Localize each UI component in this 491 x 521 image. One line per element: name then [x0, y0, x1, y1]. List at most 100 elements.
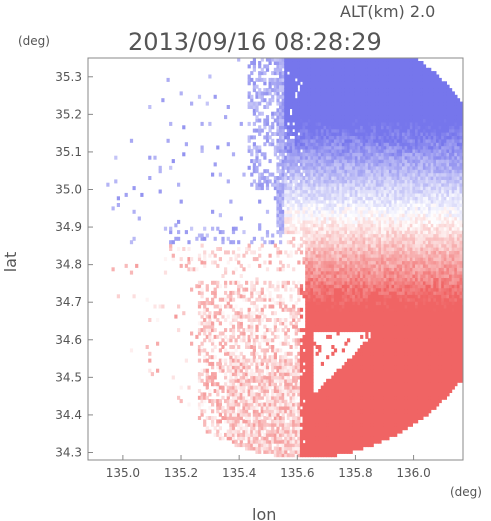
velocity-cell — [349, 429, 353, 434]
velocity-cell — [279, 341, 283, 346]
velocity-cell — [286, 365, 290, 370]
velocity-cell — [344, 368, 348, 373]
velocity-cell — [323, 429, 327, 434]
velocity-cell — [307, 287, 311, 292]
velocity-cell — [234, 365, 238, 370]
velocity-cell — [258, 247, 262, 251]
velocity-cell — [226, 395, 230, 400]
velocity-cell — [315, 429, 319, 434]
velocity-cell — [326, 449, 330, 454]
velocity-cell — [360, 355, 364, 360]
velocity-cell — [237, 314, 241, 319]
velocity-cell — [255, 351, 259, 356]
velocity-cell — [208, 121, 212, 126]
velocity-cell — [200, 243, 204, 248]
velocity-cell — [333, 321, 338, 326]
velocity-cell — [328, 426, 332, 431]
velocity-cell — [331, 148, 335, 153]
velocity-cell — [341, 213, 345, 218]
velocity-cell — [289, 98, 293, 103]
velocity-cell — [255, 375, 259, 380]
velocity-cell — [339, 71, 343, 76]
velocity-cell — [326, 290, 330, 295]
velocity-cell — [328, 405, 332, 410]
velocity-cell — [286, 108, 290, 113]
velocity-cell — [310, 260, 314, 265]
velocity-cell — [258, 432, 262, 437]
velocity-cell — [294, 311, 298, 316]
velocity-cell — [367, 250, 372, 255]
velocity-cell — [310, 58, 314, 62]
velocity-cell — [367, 71, 372, 76]
velocity-cell — [284, 189, 288, 194]
velocity-cell — [197, 358, 202, 363]
velocity-cell — [276, 179, 280, 184]
velocity-cell — [297, 67, 301, 72]
velocity-cell — [242, 419, 246, 424]
velocity-cell — [367, 297, 372, 302]
velocity-cell — [323, 223, 327, 228]
velocity-cell — [347, 216, 351, 221]
velocity-cell — [305, 257, 309, 262]
velocity-cell — [302, 179, 306, 184]
velocity-cell — [313, 243, 317, 248]
velocity-cell — [333, 152, 338, 157]
velocity-cell — [349, 385, 353, 390]
velocity-cell — [331, 409, 335, 414]
velocity-cell — [271, 121, 275, 126]
velocity-cell — [347, 314, 351, 319]
velocity-cell — [333, 192, 338, 197]
velocity-cell — [216, 392, 220, 397]
velocity-cell — [271, 132, 275, 136]
velocity-cell — [268, 125, 272, 130]
velocity-cell — [357, 118, 361, 123]
velocity-cell — [242, 287, 246, 292]
velocity-cell — [205, 416, 209, 420]
velocity-cell — [171, 257, 175, 262]
velocity-cell — [302, 98, 306, 103]
velocity-cell — [357, 405, 361, 410]
velocity-cell — [297, 91, 301, 96]
velocity-cell — [341, 287, 345, 292]
velocity-cell — [273, 389, 277, 393]
velocity-cell — [292, 395, 296, 400]
velocity-cell — [328, 412, 332, 417]
velocity-cell — [344, 223, 348, 228]
velocity-cell — [310, 176, 314, 180]
velocity-cell — [352, 182, 356, 187]
velocity-cell — [250, 446, 254, 451]
velocity-cell — [208, 338, 212, 343]
velocity-cell — [323, 230, 327, 235]
velocity-cell — [263, 304, 267, 309]
velocity-cell — [365, 385, 369, 390]
velocity-cell — [352, 280, 356, 285]
velocity-cell — [347, 402, 351, 407]
velocity-cell — [231, 382, 236, 387]
velocity-cell — [286, 152, 290, 157]
velocity-cell — [341, 260, 345, 265]
velocity-cell — [328, 213, 332, 218]
velocity-cell — [234, 395, 238, 400]
velocity-cell — [313, 341, 317, 346]
velocity-cell — [313, 290, 317, 295]
velocity-cell — [239, 314, 243, 319]
velocity-cell — [339, 314, 343, 319]
velocity-cell — [276, 223, 280, 228]
velocity-cell — [297, 449, 301, 454]
velocity-cell — [305, 307, 309, 312]
velocity-cell — [294, 192, 298, 197]
velocity-cell — [354, 297, 359, 302]
velocity-cell — [242, 338, 246, 343]
velocity-cell — [313, 314, 317, 319]
velocity-cell — [367, 378, 372, 383]
velocity-cell — [333, 165, 338, 170]
velocity-cell — [360, 328, 364, 333]
velocity-cell — [289, 314, 293, 319]
velocity-cell — [268, 395, 272, 400]
velocity-cell — [279, 58, 283, 62]
velocity-cell — [315, 426, 319, 431]
velocity-cell — [224, 416, 228, 420]
velocity-cell — [305, 101, 309, 106]
velocity-cell — [310, 152, 314, 157]
velocity-cell — [336, 263, 340, 268]
